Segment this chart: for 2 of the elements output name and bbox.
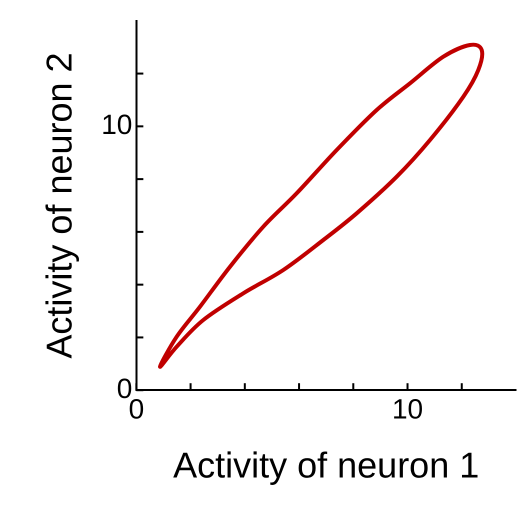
x-axis-title: Activity of neuron 1	[173, 444, 480, 486]
y-axis-title: Activity of neuron 2	[38, 52, 80, 359]
